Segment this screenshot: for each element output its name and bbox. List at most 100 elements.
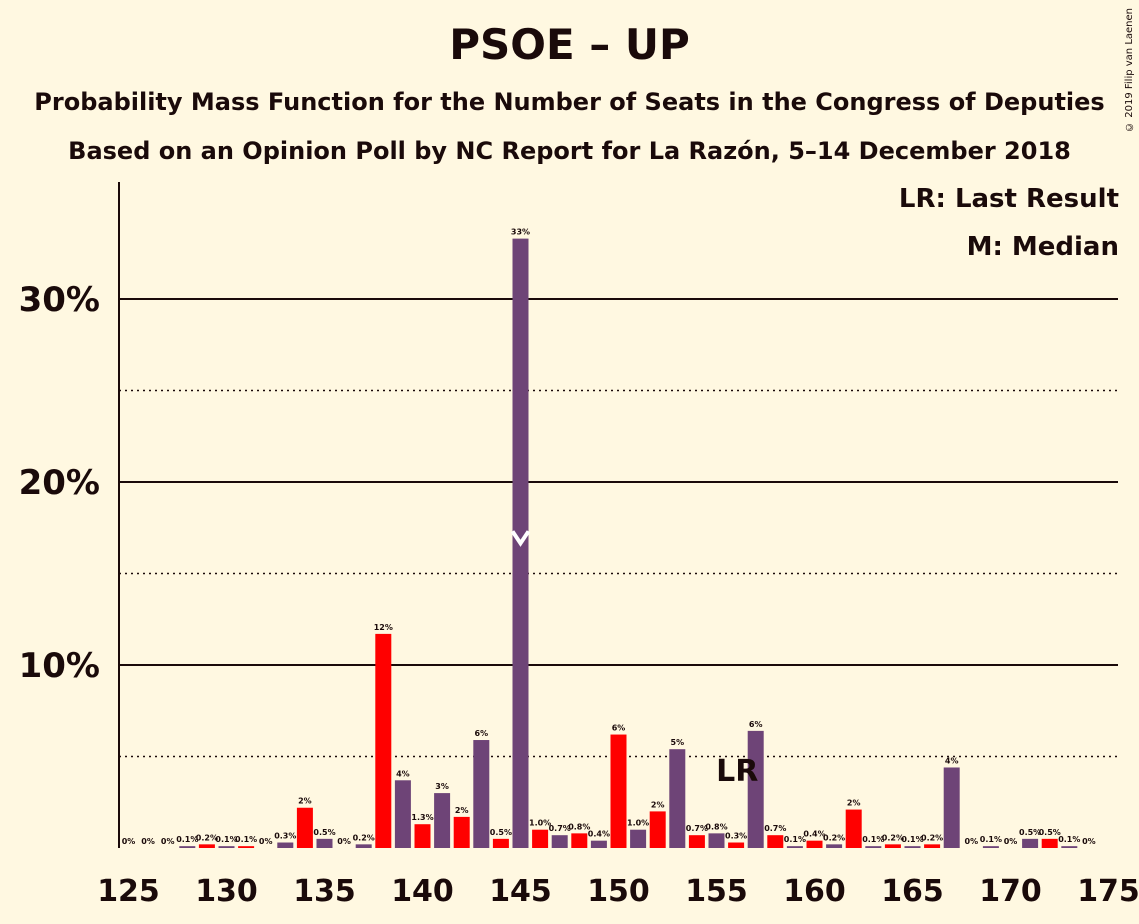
y-tick-label: 20% — [19, 463, 100, 503]
bar-seat-150 — [610, 734, 627, 848]
bar-seat-144 — [492, 838, 509, 848]
data-label-seat-149: 0.4% — [588, 830, 610, 839]
data-label-seat-131: 0.1% — [235, 835, 257, 844]
data-label-seat-156: 0.3% — [725, 832, 747, 841]
bar-seat-154 — [688, 835, 705, 848]
bar-seat-158 — [767, 835, 784, 848]
x-tick-label: 130 — [195, 874, 258, 909]
data-label-seat-126: 0% — [141, 837, 155, 846]
data-label-seat-147: 0.7% — [549, 824, 571, 833]
bar-seat-160 — [806, 840, 823, 848]
data-label-seat-159: 0.1% — [784, 835, 806, 844]
bar-seat-129 — [198, 844, 215, 848]
bar-seat-151 — [630, 829, 647, 848]
data-label-seat-151: 1.0% — [627, 819, 649, 828]
data-label-seat-152: 2% — [651, 800, 665, 809]
bar-seat-138 — [375, 633, 392, 848]
bar-seat-165 — [904, 846, 921, 848]
data-label-seat-144: 0.5% — [490, 828, 512, 837]
x-tick-label: 140 — [391, 874, 454, 909]
chart-subtitle: Probability Mass Function for the Number… — [34, 88, 1105, 116]
bar-seat-163 — [865, 846, 882, 848]
bar-seat-139 — [394, 780, 411, 848]
x-tick-label: 125 — [97, 874, 160, 909]
bar-seat-155 — [708, 833, 725, 848]
data-label-seat-150: 6% — [612, 724, 626, 733]
data-label-seat-160: 0.4% — [803, 830, 825, 839]
data-label-seat-173: 0.1% — [1058, 835, 1080, 844]
bar-seat-130 — [218, 846, 235, 848]
chart-subtitle-poll: Based on an Opinion Poll by NC Report fo… — [68, 137, 1071, 165]
data-label-seat-165: 0.1% — [901, 835, 923, 844]
data-label-seat-146: 1.0% — [529, 819, 551, 828]
data-label-seat-138: 12% — [374, 623, 393, 632]
data-label-seat-171: 0.5% — [1019, 828, 1041, 837]
data-label-seat-128: 0.1% — [176, 835, 198, 844]
bar-seat-128 — [179, 846, 196, 848]
data-label-seat-139: 4% — [396, 769, 410, 778]
data-label-seat-137: 0.2% — [353, 833, 375, 842]
x-tick-labels: 125 130 135 140 145 150 155 160 165 170 175 — [97, 874, 1139, 909]
data-label-seat-135: 0.5% — [313, 828, 335, 837]
bar-seat-142 — [453, 816, 470, 848]
data-label-seat-125: 0% — [122, 837, 136, 846]
bar-seat-159 — [786, 846, 803, 848]
bar-seat-167 — [943, 767, 960, 848]
data-label-seat-148: 0.8% — [568, 822, 590, 831]
bar-seat-164 — [884, 844, 901, 848]
data-label-seat-134: 2% — [298, 797, 312, 806]
bar-seat-134 — [296, 807, 313, 848]
data-label-seat-157: 6% — [749, 720, 763, 729]
data-label-seat-142: 2% — [455, 806, 469, 815]
y-tick-labels: 10% 20% 30% — [19, 280, 100, 686]
x-tick-label: 155 — [685, 874, 748, 909]
bar-seat-161 — [826, 844, 843, 848]
data-label-seat-153: 5% — [671, 738, 685, 747]
bar-seat-133 — [277, 842, 294, 848]
data-label-seat-174: 0% — [1082, 837, 1096, 846]
data-label-seat-141: 3% — [435, 782, 449, 791]
y-tick-label: 10% — [19, 646, 100, 686]
bar-seat-147 — [551, 835, 568, 848]
x-tick-label: 160 — [783, 874, 846, 909]
data-label-seat-170: 0% — [1004, 837, 1018, 846]
data-label-seat-172: 0.5% — [1039, 828, 1061, 837]
data-label-seat-169: 0.1% — [980, 835, 1002, 844]
data-label-seat-145: 33% — [511, 228, 530, 237]
bar-seat-172 — [1041, 838, 1058, 848]
data-label-seat-130: 0.1% — [215, 835, 237, 844]
x-tick-label: 175 — [1077, 874, 1139, 909]
legend-median: M: Median — [966, 232, 1119, 262]
x-tick-label: 170 — [979, 874, 1042, 909]
grid-lines — [119, 298, 1118, 758]
data-label-seat-168: 0% — [965, 837, 979, 846]
data-label-seat-158: 0.7% — [764, 824, 786, 833]
bar-seat-156 — [728, 842, 745, 848]
data-label-seat-127: 0% — [161, 837, 175, 846]
legend-last-result: LR: Last Result — [898, 184, 1119, 214]
x-tick-label: 150 — [587, 874, 650, 909]
x-tick-label: 165 — [881, 874, 944, 909]
data-label-seat-167: 4% — [945, 756, 959, 765]
bar-seat-152 — [649, 811, 666, 848]
data-label-seat-162: 2% — [847, 799, 861, 808]
bar-seat-171 — [1022, 838, 1039, 848]
last-result-label: LR — [716, 754, 758, 789]
bar-seat-148 — [571, 833, 588, 848]
data-label-seat-143: 6% — [475, 729, 489, 738]
bar-seat-153 — [669, 749, 686, 848]
bar-seat-131 — [238, 846, 255, 848]
data-label-seat-163: 0.1% — [862, 835, 884, 844]
markers: LR — [510, 530, 758, 789]
bar-seat-143 — [473, 740, 490, 848]
median-marker — [510, 530, 531, 547]
y-tick-label: 30% — [19, 280, 100, 320]
bar-seat-173 — [1061, 846, 1078, 848]
bar-seat-141 — [434, 793, 451, 848]
bar-seat-169 — [982, 846, 999, 848]
data-label-seat-161: 0.2% — [823, 833, 845, 842]
data-label-seat-166: 0.2% — [921, 833, 943, 842]
bar-seat-137 — [355, 844, 372, 848]
x-tick-label: 145 — [489, 874, 552, 909]
